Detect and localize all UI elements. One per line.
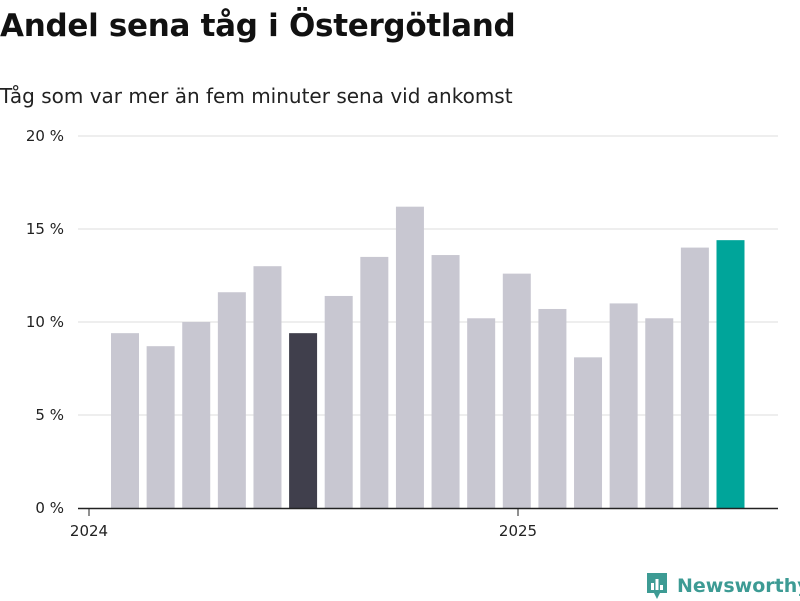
bar xyxy=(217,292,246,508)
bar xyxy=(360,256,389,508)
chart-title: Andel sena tåg i Östergötland xyxy=(0,8,516,44)
bar xyxy=(680,247,709,508)
bar xyxy=(182,322,211,508)
bar xyxy=(324,295,353,508)
bar xyxy=(146,346,175,508)
bar xyxy=(467,318,496,508)
newsworthy-logo-icon xyxy=(647,573,667,599)
bar xyxy=(395,206,424,508)
newsworthy-logo-text: Newsworthy xyxy=(677,575,800,597)
newsworthy-logo: Newsworthy xyxy=(645,571,800,601)
bar xyxy=(609,303,638,508)
bar xyxy=(431,255,460,508)
bar xyxy=(502,273,531,508)
y-tick-label: 0 % xyxy=(35,499,64,517)
bar xyxy=(574,357,603,508)
bar xyxy=(289,333,318,508)
chart-subtitle: Tåg som var mer än fem minuter sena vid … xyxy=(0,84,513,108)
y-tick-label: 20 % xyxy=(26,127,64,145)
y-tick-label: 5 % xyxy=(35,406,64,424)
bar xyxy=(716,240,745,508)
y-tick-label: 15 % xyxy=(26,220,64,238)
bar xyxy=(253,266,282,508)
x-tick-label: 2024 xyxy=(70,522,108,540)
bar xyxy=(111,333,139,508)
y-tick-label: 10 % xyxy=(26,313,64,331)
x-tick-label: 2025 xyxy=(499,522,537,540)
bar xyxy=(645,318,674,508)
bar xyxy=(538,308,567,508)
